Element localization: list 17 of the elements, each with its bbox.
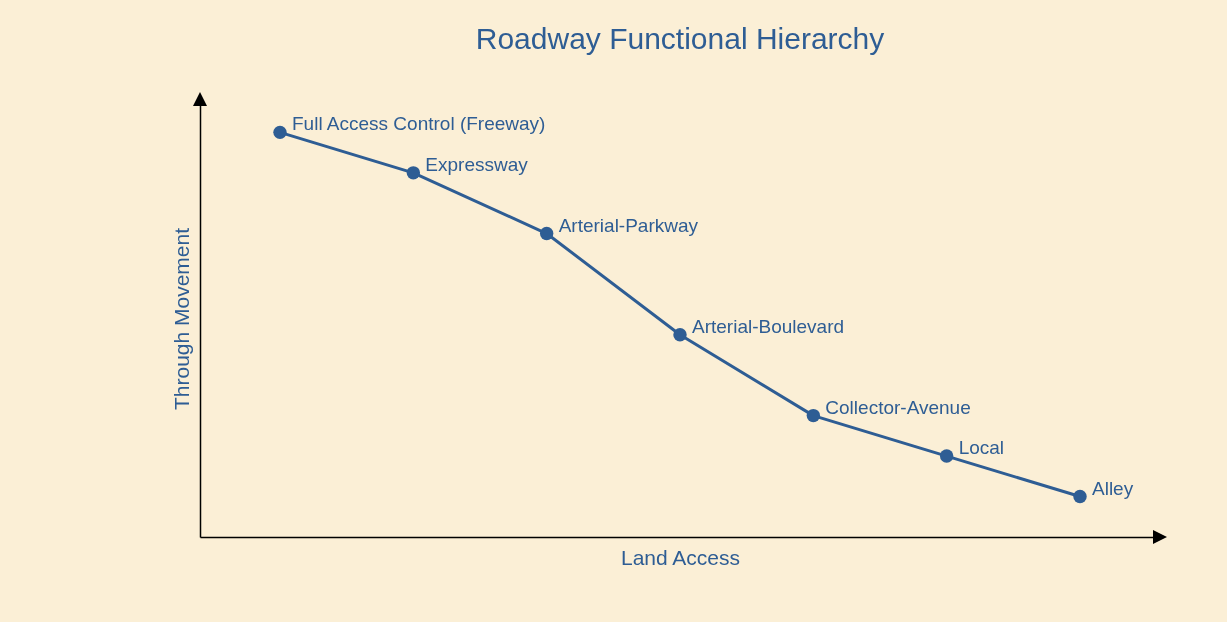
annotation: Full Access Control (Freeway) [292,113,546,135]
point [939,449,954,463]
annotation: Local [958,437,1005,459]
point [406,166,421,180]
annotation: Arterial-Boulevard [692,315,845,337]
chart-title: Roadway Functional Hierarchy [475,22,885,55]
point [1073,489,1087,504]
annotation: Collector-Avenue [825,396,971,418]
point [673,327,687,342]
point [539,226,554,241]
annotation: Alley [1092,477,1134,499]
x-axis-title: Land Access [620,545,741,569]
annotation: Arterial-Parkway [558,214,699,236]
y-axis-title: Through Movement [169,227,193,411]
point [273,125,287,140]
annotation: Expressway [425,153,529,175]
point [806,408,821,423]
